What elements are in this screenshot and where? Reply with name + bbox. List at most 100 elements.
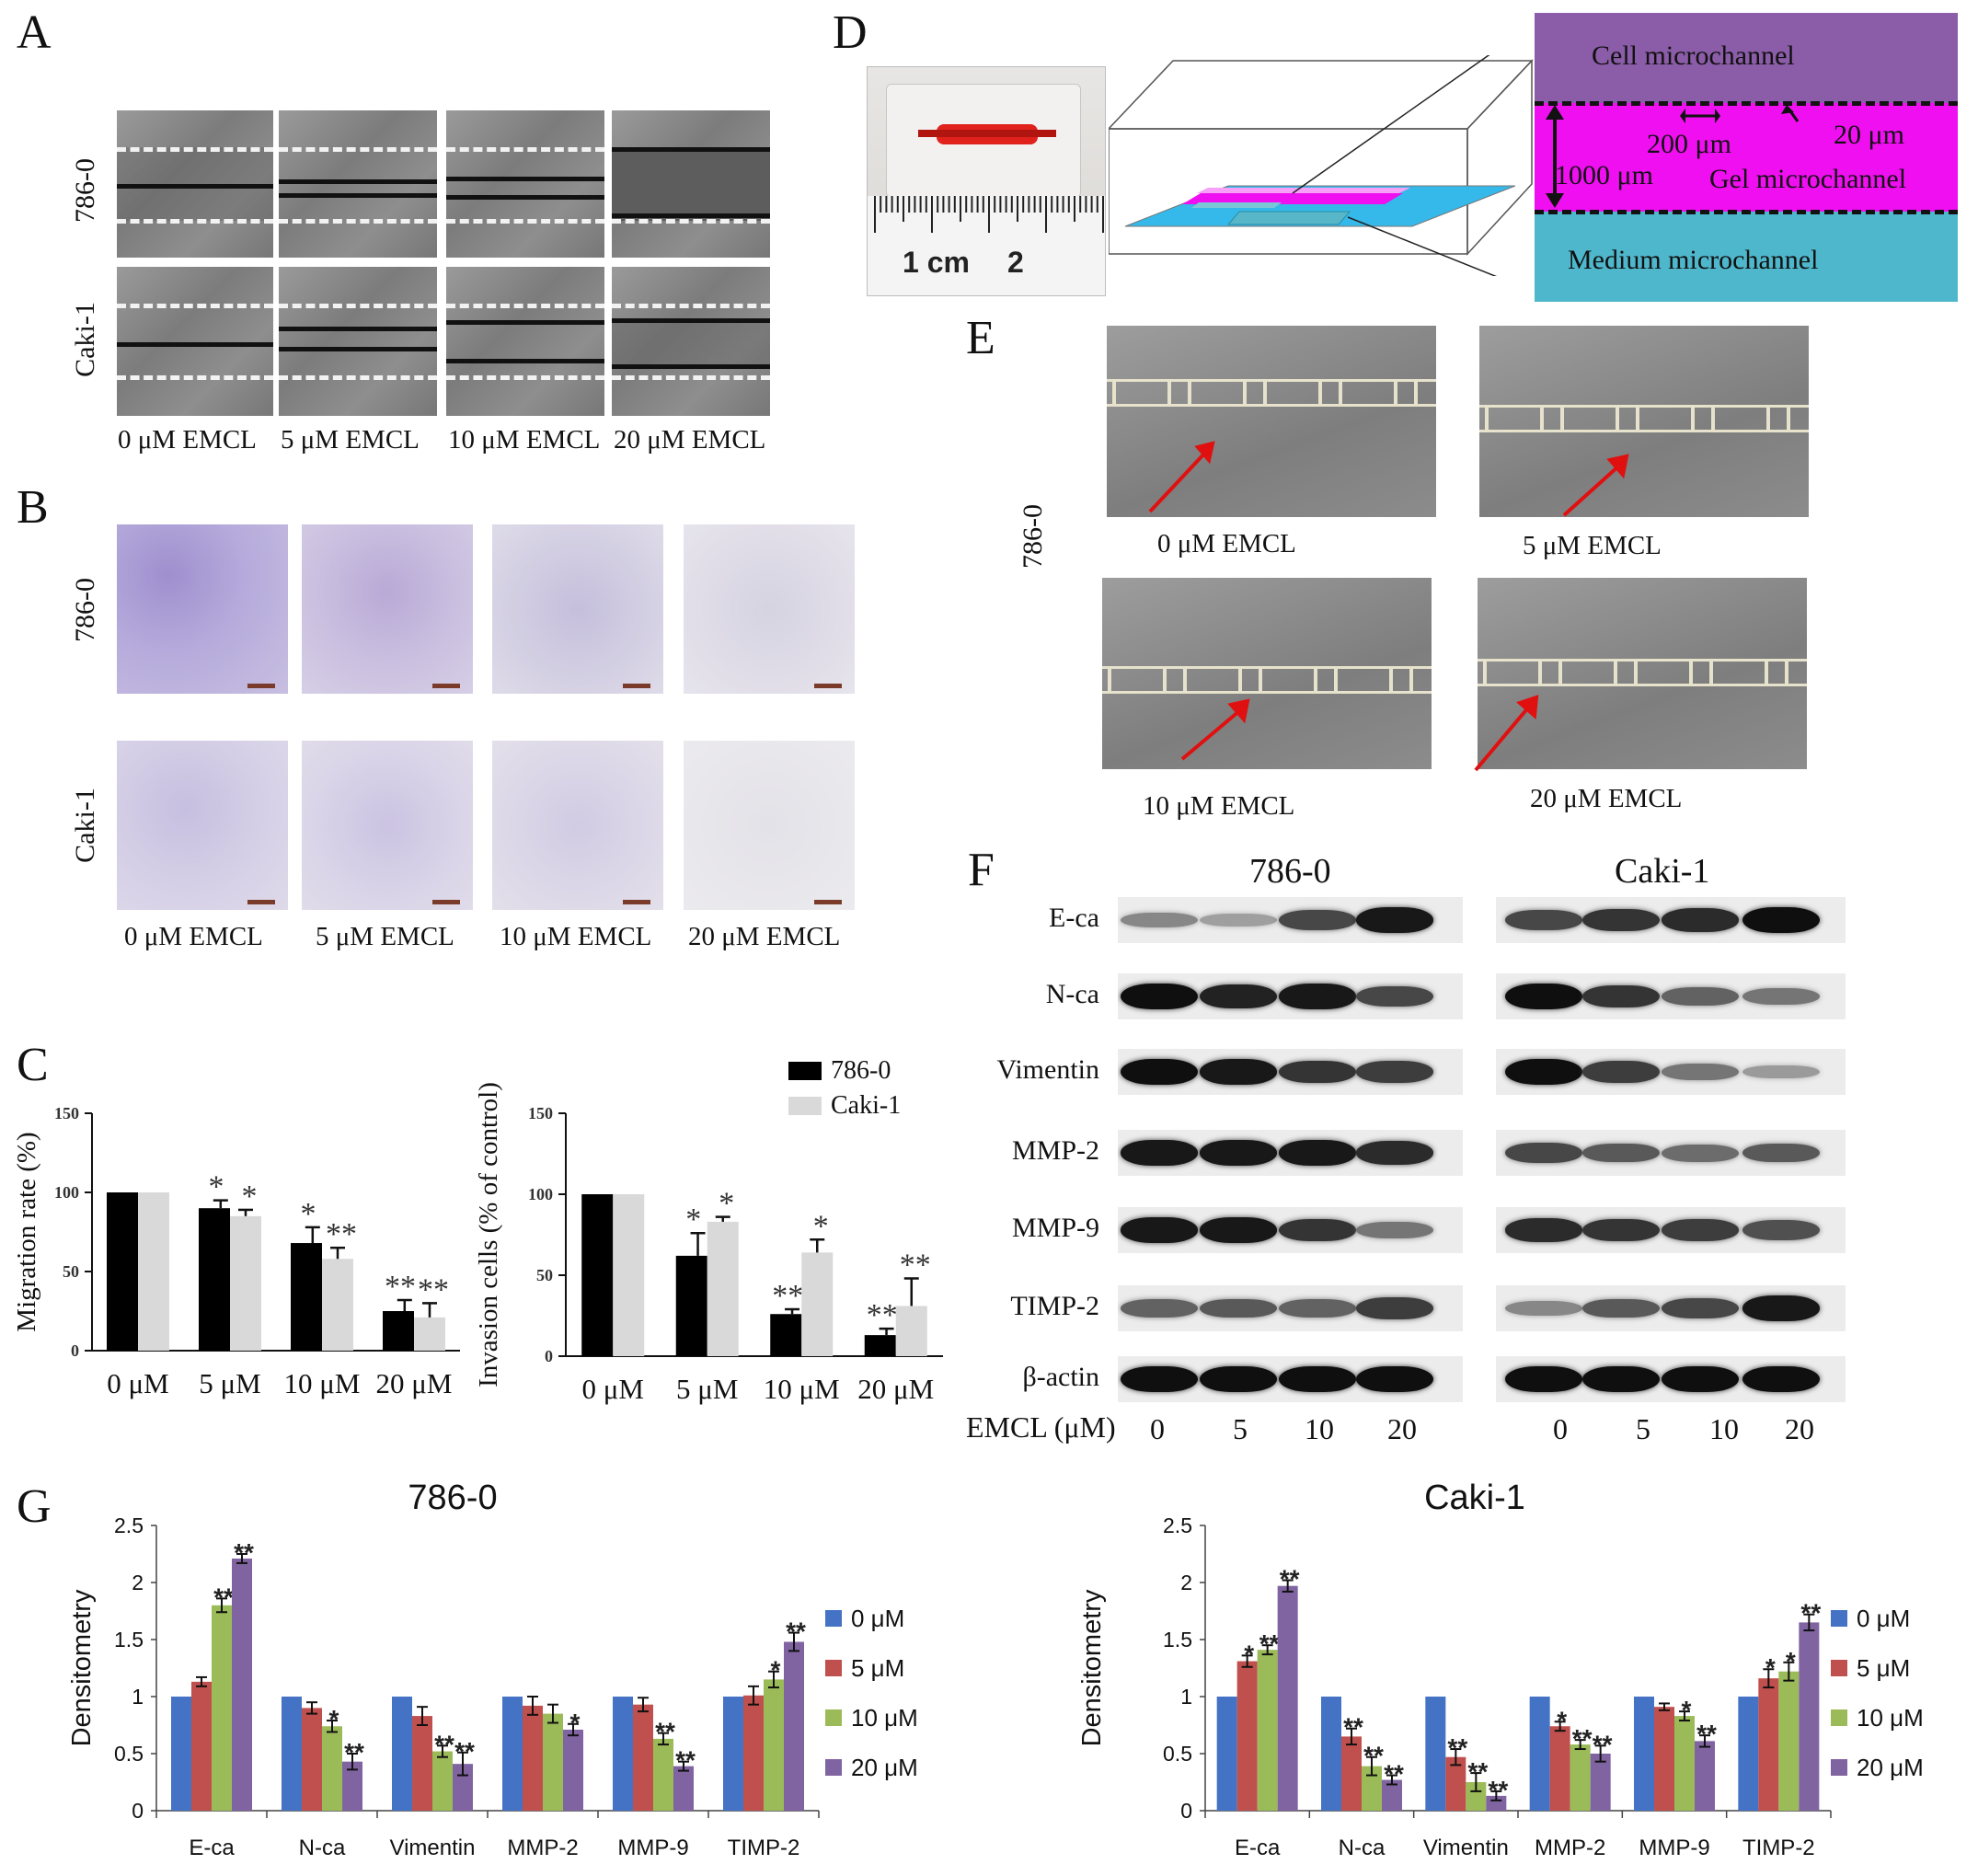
y-tick-label: 0 — [132, 1799, 144, 1823]
y-axis-label: Invasion cells (% of control) — [478, 1082, 503, 1387]
bar — [523, 1705, 543, 1811]
significance-marker: ** — [1384, 1760, 1404, 1789]
scratch-image — [117, 267, 273, 416]
panel-label-d: D — [833, 6, 868, 59]
x-tick-label: TIMP-2 — [1742, 1836, 1815, 1860]
blot-band — [1662, 1297, 1739, 1319]
y-tick-label: 100 — [528, 1185, 553, 1203]
y-tick-label: 1 — [132, 1685, 144, 1709]
significance-marker: * — [242, 1180, 258, 1214]
blot-band — [1200, 1298, 1277, 1318]
bar — [107, 1192, 138, 1351]
x-tick-label: E-ca — [189, 1836, 235, 1860]
panel-label-e: E — [966, 312, 995, 364]
legend-swatch — [1831, 1709, 1847, 1726]
bar — [282, 1697, 302, 1811]
blot-strip — [1496, 1049, 1846, 1095]
significance-marker: * — [771, 1656, 781, 1685]
panel-a-row-label-786: 786-0 — [70, 158, 100, 223]
x-tick-label: N-ca — [1339, 1836, 1386, 1860]
bar — [743, 1695, 764, 1811]
bar — [212, 1605, 232, 1811]
blot-xlabel: EMCL (μM) — [966, 1410, 1116, 1444]
panel-e-condition-label: 20 μM EMCL — [1530, 784, 1683, 813]
panel-a-condition-label: 20 μM EMCL — [614, 425, 766, 455]
significance-marker: ** — [1696, 1720, 1717, 1748]
blot-group-786-title: 786-0 — [1249, 852, 1331, 891]
y-axis-label: Densitometry — [1077, 1589, 1107, 1746]
blot-band — [1662, 1219, 1739, 1241]
blot-band — [1200, 1217, 1277, 1243]
blot-row-label: β-actin — [1022, 1362, 1099, 1392]
blot-band — [1505, 984, 1582, 1009]
blot-band — [1662, 1144, 1739, 1162]
significance-marker: ** — [772, 1279, 803, 1313]
legend-label: 5 μM — [851, 1654, 904, 1682]
significance-marker: ** — [454, 1737, 475, 1766]
densitometry-786-chart: 786-000.511.522.5E-ca****N-ca***Vimentin… — [67, 1479, 918, 1860]
bar — [191, 1681, 212, 1811]
chip-photo: 1 cm 2 — [867, 66, 1106, 296]
blot-band — [1279, 1140, 1356, 1166]
significance-marker: ** — [1593, 1730, 1613, 1758]
blot-band — [1582, 1366, 1660, 1392]
blot-strip — [1496, 897, 1846, 943]
microchannel-image — [1478, 578, 1807, 769]
bar — [633, 1704, 653, 1811]
panel-label-b: B — [17, 481, 49, 534]
blot-band — [1279, 1060, 1356, 1084]
blot-band — [1356, 907, 1433, 933]
legend-swatch — [825, 1759, 842, 1776]
significance-marker: ** — [1467, 1757, 1488, 1786]
blot-band — [1505, 1366, 1582, 1392]
bar — [864, 1335, 896, 1356]
blot-band — [1742, 987, 1820, 1006]
blot-band — [1582, 1061, 1660, 1083]
blot-band — [1742, 1065, 1820, 1079]
panel-a-condition-label: 10 μM EMCL — [448, 425, 601, 455]
significance-marker: ** — [234, 1538, 254, 1567]
bar — [784, 1641, 804, 1811]
blot-band — [1505, 909, 1582, 931]
bar — [322, 1259, 353, 1351]
transwell-image — [117, 741, 288, 910]
significance-marker: * — [685, 1203, 701, 1237]
y-tick-label: 0.5 — [114, 1742, 144, 1766]
bar — [543, 1713, 563, 1811]
y-tick-label: 2.5 — [114, 1513, 144, 1537]
bar — [1382, 1779, 1402, 1811]
significance-marker: * — [1244, 1640, 1254, 1668]
panel-b-condition-label: 10 μM EMCL — [500, 922, 652, 951]
scratch-image — [117, 110, 273, 258]
bar — [1695, 1741, 1715, 1811]
y-tick-label: 150 — [528, 1104, 553, 1122]
blot-band — [1121, 1299, 1198, 1318]
significance-marker: * — [1682, 1696, 1692, 1724]
significance-marker: ** — [1800, 1599, 1821, 1628]
bar — [1590, 1754, 1611, 1811]
significance-marker: ** — [344, 1738, 364, 1767]
panel-e-row-label: 786-0 — [1018, 504, 1048, 569]
significance-marker: * — [1786, 1647, 1796, 1675]
blot-band — [1505, 1218, 1582, 1242]
scratch-image — [279, 110, 437, 258]
panel-label-c: C — [17, 1039, 49, 1091]
y-axis-label: Densitometry — [67, 1589, 97, 1746]
medium-channel-label: Medium microchannel — [1568, 245, 1819, 275]
bar — [1341, 1736, 1362, 1811]
bar — [1738, 1697, 1759, 1811]
blot-band — [1356, 985, 1433, 1007]
bar — [1758, 1678, 1779, 1811]
transwell-image — [117, 524, 288, 694]
legend-label: Caki-1 — [831, 1091, 901, 1120]
bar — [1236, 1661, 1258, 1811]
y-tick-label: 0.5 — [1163, 1742, 1192, 1766]
blot-strip — [1118, 1130, 1463, 1176]
bar — [1257, 1650, 1278, 1811]
blot-band — [1742, 1143, 1820, 1163]
x-tick-label: 5 μM — [199, 1367, 260, 1399]
scratch-image — [612, 110, 770, 258]
gel-channel-label: Gel microchannel — [1709, 164, 1907, 194]
bar — [1445, 1756, 1466, 1811]
